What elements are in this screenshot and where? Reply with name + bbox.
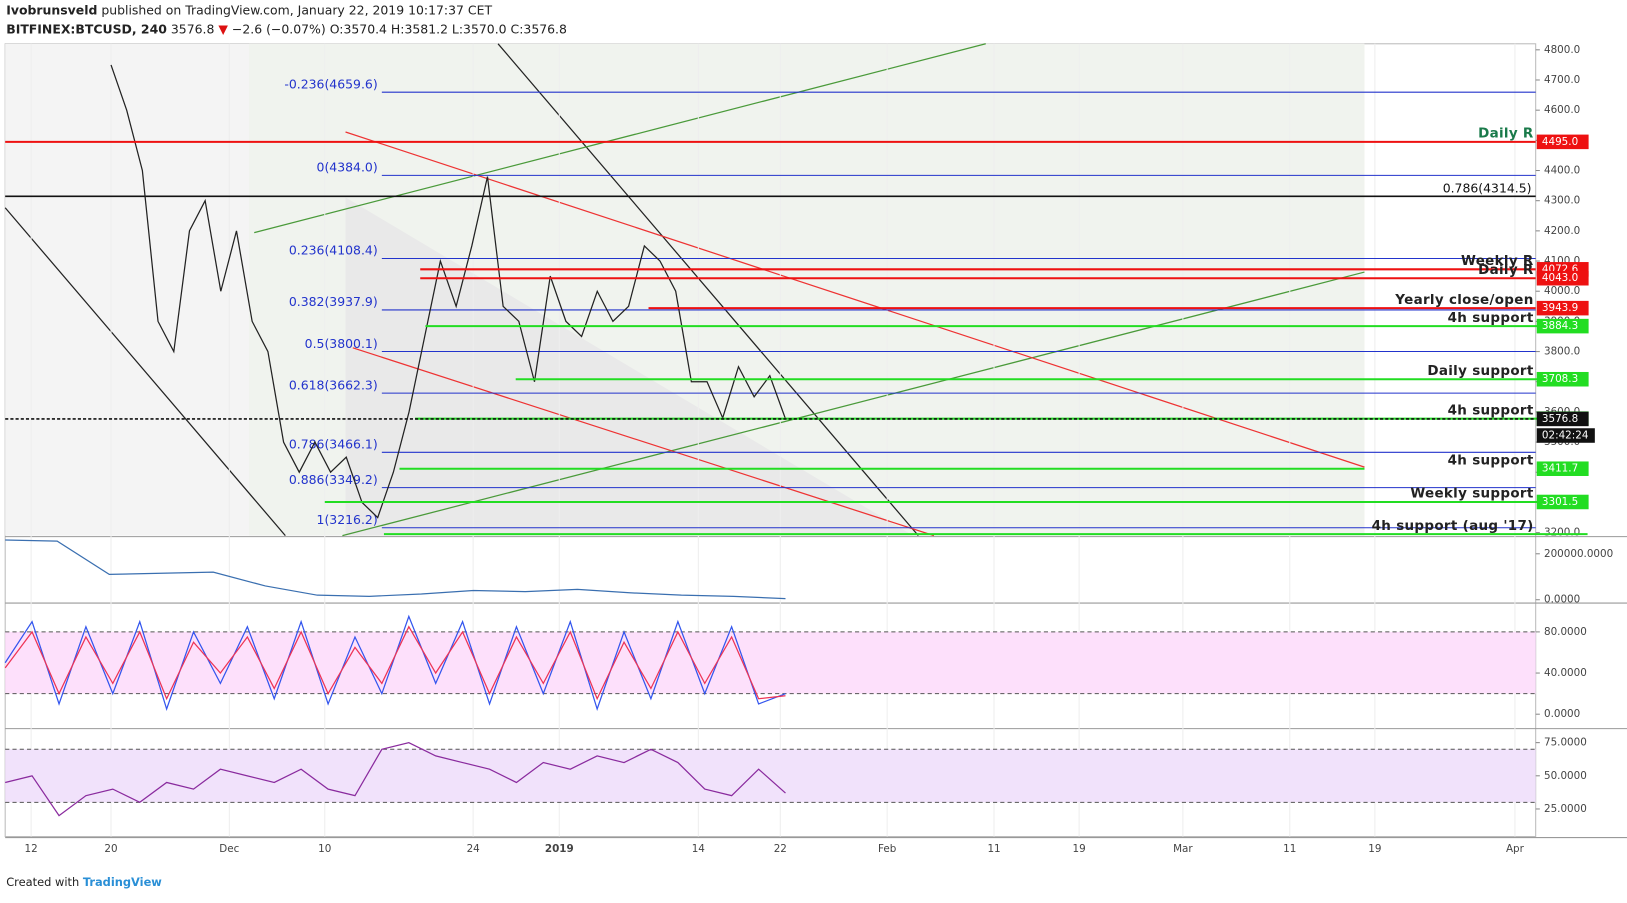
y-tick-label: 4200.0 — [1544, 225, 1580, 237]
trendline — [352, 347, 935, 537]
current-tag-label: 3576.8 — [1542, 413, 1578, 425]
level-label: 4h support (aug '17) — [1372, 518, 1534, 534]
fib-label: 0.236(4108.4) — [289, 243, 378, 258]
symbol: BITFINEX:BTCUSD, 240 — [6, 21, 167, 36]
band — [5, 631, 1536, 694]
x-tick-label: 22 — [774, 843, 787, 855]
x-tick-label: 11 — [987, 843, 1000, 855]
x-tick-label: Mar — [1173, 843, 1193, 855]
x-tick-label: 11 — [1283, 843, 1296, 855]
level-label: Daily support — [1427, 363, 1533, 379]
level-label: 4h support — [1448, 310, 1534, 326]
price-tag-label: 3411.7 — [1542, 463, 1578, 475]
y-tick-label: 25.0000 — [1544, 803, 1587, 815]
trendline — [254, 43, 986, 234]
x-tick-label: Feb — [878, 843, 897, 855]
y-tick-label: 4300.0 — [1544, 195, 1580, 207]
ohlc: O:3570.4 H:3581.2 L:3570.0 C:3576.8 — [330, 21, 567, 36]
fib-label: 0.618(3662.3) — [289, 377, 378, 392]
level-label: 4h support — [1448, 402, 1534, 418]
fib-label: 0.786(3466.1) — [289, 437, 378, 452]
level-label: Daily R — [1478, 126, 1534, 142]
x-tick-label: Dec — [219, 843, 239, 855]
fib-label: 0.886(3349.2) — [289, 472, 378, 487]
x-tick-label: 19 — [1368, 843, 1381, 855]
countdown-tag — [1536, 428, 1595, 443]
y-tick-label: 0.0000 — [1544, 708, 1580, 720]
x-tick-label: 19 — [1073, 843, 1086, 855]
author: Ivobrunsveld published on TradingView.co… — [6, 2, 492, 17]
x-tick-label: Apr — [1506, 843, 1525, 855]
x-tick-label: 20 — [104, 843, 117, 855]
trendline — [4, 207, 286, 537]
price-tag — [1536, 371, 1589, 387]
price-tag-label: 4495.0 — [1542, 136, 1578, 148]
price-tag — [1536, 270, 1589, 286]
price-tag — [1536, 300, 1589, 316]
price-tag — [1536, 318, 1589, 334]
price-tag — [1536, 134, 1589, 150]
trendline — [345, 131, 1365, 468]
price-tag-label: 3708.3 — [1542, 373, 1578, 385]
y-tick-label: 4600.0 — [1544, 104, 1580, 116]
price-tag — [1536, 461, 1589, 476]
series-line — [5, 741, 786, 817]
y-tick-label: 200000.0000 — [1544, 548, 1613, 560]
y-tick-label: 4800.0 — [1544, 44, 1580, 56]
trendline — [342, 271, 1365, 537]
footer: Created with TradingView — [6, 875, 162, 889]
band — [5, 749, 1536, 803]
published: published on TradingView.com, January 22… — [101, 2, 492, 17]
author-name: Ivobrunsveld — [6, 2, 97, 17]
price-tag-label: 3884.3 — [1542, 320, 1578, 332]
y-tick-label: 3800.0 — [1544, 346, 1580, 358]
level-label: Weekly R — [1461, 253, 1534, 269]
fib-label: -0.236(4659.6) — [284, 76, 377, 91]
arrow: ▼ — [218, 21, 228, 36]
level-label: Yearly close/open — [1394, 292, 1533, 308]
y-tick-label: 50.0000 — [1544, 770, 1587, 782]
price-tag-label: 3301.5 — [1542, 496, 1578, 508]
x-tick-label: 10 — [318, 843, 331, 855]
x-tick-label: 12 — [25, 843, 38, 855]
y-tick-label: 75.0000 — [1544, 737, 1587, 749]
y-tick-label: 4000.0 — [1544, 285, 1580, 297]
price-tag-label: 3943.9 — [1542, 302, 1578, 314]
price-tag-label: 4043.0 — [1542, 272, 1578, 284]
footer-text: Created with — [6, 875, 79, 889]
trendline — [497, 43, 919, 537]
y-tick-label: 3200.0 — [1544, 527, 1580, 539]
fib-label: 0.5(3800.1) — [305, 336, 378, 351]
current-tag — [1536, 411, 1589, 427]
change: −2.6 (−0.07%) — [232, 21, 326, 36]
x-tick-label: 2019 — [545, 843, 574, 855]
level-label: Weekly support — [1410, 486, 1534, 502]
x-tick-label: 14 — [692, 843, 706, 855]
level-label: Daily R — [1478, 262, 1534, 278]
fib-label: 1(3216.2) — [317, 512, 378, 527]
fib-label: 0.786(4314.5) — [1443, 181, 1532, 196]
price-tag — [1536, 494, 1589, 510]
trendlines — [4, 43, 1365, 537]
y-tick-label: 0.0000 — [1544, 594, 1580, 606]
y-tick-label: 4400.0 — [1544, 165, 1580, 177]
fib-label: 0.382(3937.9) — [289, 294, 378, 309]
level-label: 4h support — [1448, 452, 1534, 468]
triangle-shade — [345, 197, 914, 536]
footer-brand: TradingView — [83, 875, 162, 889]
countdown-label: 02:42:24 — [1542, 430, 1589, 442]
x-tick-label: 24 — [467, 843, 481, 855]
last: 3576.8 — [171, 21, 215, 36]
series-line — [4, 625, 786, 701]
symbol-line: BITFINEX:BTCUSD, 240 3576.8 ▼ −2.6 (−0.0… — [6, 21, 567, 36]
series-line — [110, 64, 787, 519]
series-line — [5, 539, 786, 600]
y-tick-label: 40.0000 — [1544, 667, 1587, 679]
fib-label: 0(4384.0) — [317, 160, 378, 175]
y-tick-label: 80.0000 — [1544, 626, 1587, 638]
y-tick-label: 4700.0 — [1544, 74, 1580, 86]
